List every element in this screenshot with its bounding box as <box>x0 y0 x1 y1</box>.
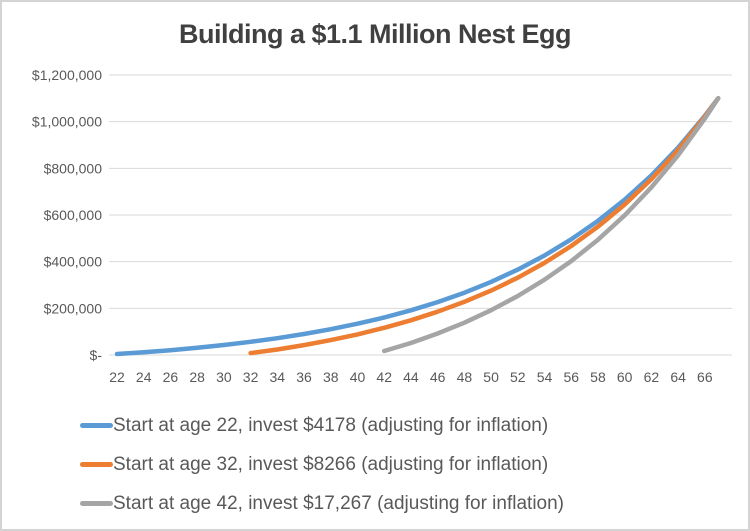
x-axis-tick-label: 64 <box>670 369 686 385</box>
y-axis-tick-label: $1,000,000 <box>32 114 102 130</box>
chart-title: Building a $1.1 Million Nest Egg <box>178 19 572 49</box>
x-axis-tick-label: 36 <box>296 369 312 385</box>
x-axis-tick-label: 42 <box>376 369 392 385</box>
legend-label: Start at age 32, invest $8266 (adjusting… <box>113 453 549 475</box>
x-axis-tick-label: 54 <box>537 369 553 385</box>
series-line-start-42 <box>381 96 721 354</box>
x-axis-tick-label: 48 <box>457 369 473 385</box>
x-axis-tick-label: 56 <box>563 369 579 385</box>
legend-label: Start at age 22, invest $4178 (adjusting… <box>113 414 549 436</box>
y-axis-tick-label: $200,000 <box>44 300 103 316</box>
y-axis-tick-label: $400,000 <box>44 254 103 270</box>
x-axis-tick-label: 30 <box>216 369 232 385</box>
legend-label: Start at age 42, invest $17,267 (adjusti… <box>113 492 564 514</box>
x-axis-tick-label: 34 <box>270 369 286 385</box>
legend-line-swatch-orange <box>80 462 113 467</box>
x-axis-tick-label: 38 <box>323 369 339 385</box>
legend-line-swatch-gray <box>80 501 113 506</box>
chart-legend: Start at age 22, invest $4178 (adjusting… <box>80 406 564 523</box>
x-axis-tick-label: 50 <box>483 369 499 385</box>
x-axis-tick-label: 52 <box>510 369 526 385</box>
series-line-start-32 <box>248 96 721 356</box>
x-axis-tick-label: 62 <box>644 369 660 385</box>
x-axis-tick-label: 40 <box>350 369 366 385</box>
y-axis-tick-label: $800,000 <box>44 160 103 176</box>
legend-line-swatch-blue <box>80 423 113 428</box>
x-axis-tick-label: 58 <box>590 369 606 385</box>
series-line-start-22 <box>114 96 721 357</box>
y-axis-tick-label: $- <box>90 347 103 363</box>
x-axis-tick-label: 60 <box>617 369 633 385</box>
legend-item-start-32: Start at age 32, invest $8266 (adjusting… <box>80 445 564 484</box>
legend-item-start-22: Start at age 22, invest $4178 (adjusting… <box>80 406 564 445</box>
x-axis-tick-label: 28 <box>189 369 205 385</box>
legend-item-start-42: Start at age 42, invest $17,267 (adjusti… <box>80 484 564 523</box>
x-axis-tick-label: 24 <box>136 369 152 385</box>
x-axis-tick-label: 46 <box>430 369 446 385</box>
x-axis-tick-label: 44 <box>403 369 419 385</box>
x-axis-tick-label: 22 <box>109 369 125 385</box>
y-axis-tick-label: $600,000 <box>44 207 103 223</box>
y-axis-tick-label: $1,200,000 <box>32 67 102 83</box>
x-axis-tick-label: 66 <box>697 369 713 385</box>
x-axis-tick-label: 26 <box>163 369 179 385</box>
x-axis-tick-label: 32 <box>243 369 259 385</box>
